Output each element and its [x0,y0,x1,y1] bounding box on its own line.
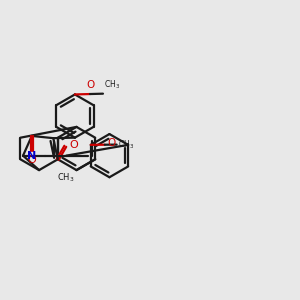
Text: O: O [69,140,78,150]
Text: O: O [27,155,36,165]
Text: O: O [107,138,116,148]
Text: CH$_3$: CH$_3$ [118,138,134,151]
Text: N: N [27,151,36,160]
Text: CH$_3$: CH$_3$ [104,78,121,91]
Text: CH$_3$: CH$_3$ [58,172,75,184]
Text: O: O [86,80,94,90]
